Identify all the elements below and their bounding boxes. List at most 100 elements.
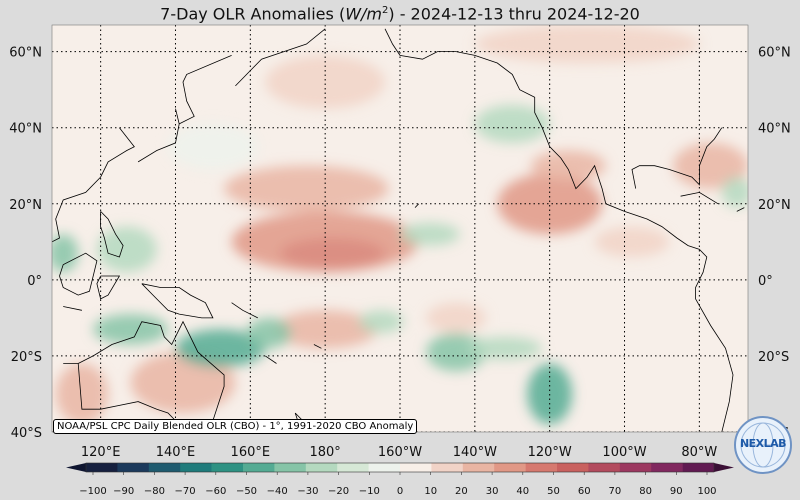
colorbar-max-arrow [714, 463, 734, 472]
anomaly-region [246, 317, 292, 349]
colorbar-tick-label: 70 [609, 486, 622, 497]
coastline [414, 203, 419, 208]
colorbar-swatch [525, 463, 558, 472]
colorbar-tick-label: −20 [328, 486, 349, 497]
anomaly-region [474, 104, 550, 143]
anomaly-region [130, 352, 236, 413]
anomaly-region [467, 336, 543, 360]
colorbar-swatch [305, 463, 338, 472]
anomaly-region [400, 222, 460, 246]
colorbar-tick-label: 20 [455, 486, 468, 497]
anomaly-region [93, 314, 168, 345]
colorbar-swatch [117, 463, 150, 472]
colorbar-tick-label: −70 [175, 486, 196, 497]
title-unit-exponent: 2 [381, 5, 389, 16]
coastline [235, 28, 326, 87]
coastline [52, 127, 135, 243]
colorbar-swatch [619, 463, 652, 472]
title-suffix: ) - 2024-12-13 thru 2024-12-20 [388, 4, 640, 24]
longitude-label: 100°W [602, 445, 646, 460]
latitude-label-left: 0° [27, 274, 42, 289]
coastline [141, 283, 214, 319]
coastline [273, 436, 303, 455]
colorbar-min-arrow [66, 463, 86, 472]
coastline [384, 28, 734, 432]
anomaly-region [721, 177, 748, 208]
colorbar-tick-label: −100 [79, 486, 106, 497]
colorbar-swatch [494, 463, 526, 472]
coastline [179, 55, 232, 125]
anomaly-region [426, 333, 487, 372]
nexlab-logo[interactable]: NEXLAB [733, 415, 793, 475]
longitude-label: 140°W [453, 445, 497, 460]
anomaly-region [358, 310, 404, 334]
colorbar-tick-label: 30 [486, 486, 499, 497]
anomaly-region [265, 55, 386, 109]
longitude-label: 180° [309, 445, 340, 460]
anomaly-region [272, 310, 378, 349]
colorbar-tick-label: −60 [205, 486, 226, 497]
colorbar-swatch [682, 463, 715, 472]
anomaly-region [52, 234, 79, 273]
coastline [631, 127, 723, 189]
map-title: 7-Day OLR Anomalies (W/m2) - 2024-12-13 … [0, 0, 800, 24]
colorbar-swatch [651, 463, 683, 472]
coastline-layer [52, 28, 745, 455]
colorbar-tick-label: 90 [670, 486, 683, 497]
colorbar-swatch [431, 463, 464, 472]
colorbar-swatch [148, 463, 181, 472]
coastline [736, 207, 745, 212]
colorbar-tick-label: −80 [144, 486, 165, 497]
colorbar-tick-label: −10 [359, 486, 380, 497]
longitude-label: 140°E [156, 445, 196, 460]
colorbar-tick-label: 60 [578, 486, 591, 497]
longitude-label: 120°W [528, 445, 572, 460]
anomaly-region [168, 123, 258, 170]
longitude-label: 120°E [81, 445, 121, 460]
anomaly-region [594, 226, 670, 258]
logo-text: NEXLAB [739, 437, 787, 450]
colorbar-tick-label: 80 [639, 486, 652, 497]
longitude-label: 80°W [681, 445, 717, 460]
colorbar-swatch [557, 463, 589, 472]
anomaly-region [175, 329, 266, 368]
colorbar-tick-label: 50 [547, 486, 560, 497]
colorbar-tick-label: −90 [113, 486, 134, 497]
colorbar-tick-label: 40 [516, 486, 529, 497]
latitude-label-right: 20°S [758, 350, 789, 365]
coastline [265, 355, 277, 364]
longitude-label: 160°W [378, 445, 422, 460]
globe-icon [734, 416, 792, 474]
colorbar-tick-label: 100 [697, 486, 716, 497]
coastline [59, 252, 98, 296]
latitude-label-left: 60°N [9, 46, 42, 61]
colorbar-tick-label: 10 [424, 486, 437, 497]
coastline [96, 275, 121, 300]
map-frame [51, 24, 749, 455]
anomaly-region [530, 150, 606, 181]
anomaly-region [497, 173, 603, 235]
anomaly-region [224, 165, 389, 212]
colorbar-swatch [462, 463, 495, 472]
graticule [52, 25, 748, 432]
coastline [313, 344, 322, 349]
anomaly-region [426, 302, 487, 334]
data-source-credit: NOAA/PSL CPC Daily Blended OLR (CBO) - 1… [53, 419, 418, 434]
longitude-labels: 120°E 140°E 160°E 180° 160°W 140°W 120°W 100°W 8… [81, 445, 718, 460]
colorbar-tick-label: −40 [267, 486, 288, 497]
colorbar-tick-label: −30 [297, 486, 318, 497]
latitude-label-left: 20°S [11, 350, 42, 365]
colorbar-tick-label: −50 [236, 486, 257, 497]
colorbar-swatch [368, 463, 401, 472]
coastline [231, 302, 258, 319]
colorbar-swatch [180, 463, 212, 472]
coastline [63, 320, 225, 429]
colorbar-swatch [337, 463, 369, 472]
colorbar-swatch [400, 463, 432, 472]
colorbar: −100 −90 −80 −70 −60 −50 −40 −30 −20 −10 0 10 20 30 40… [66, 462, 734, 497]
colorbar-swatch [211, 463, 244, 472]
latitude-label-right: 20°N [758, 198, 791, 213]
latitude-label-right: 0° [758, 274, 773, 289]
latitude-label-left: 40°N [9, 122, 42, 137]
